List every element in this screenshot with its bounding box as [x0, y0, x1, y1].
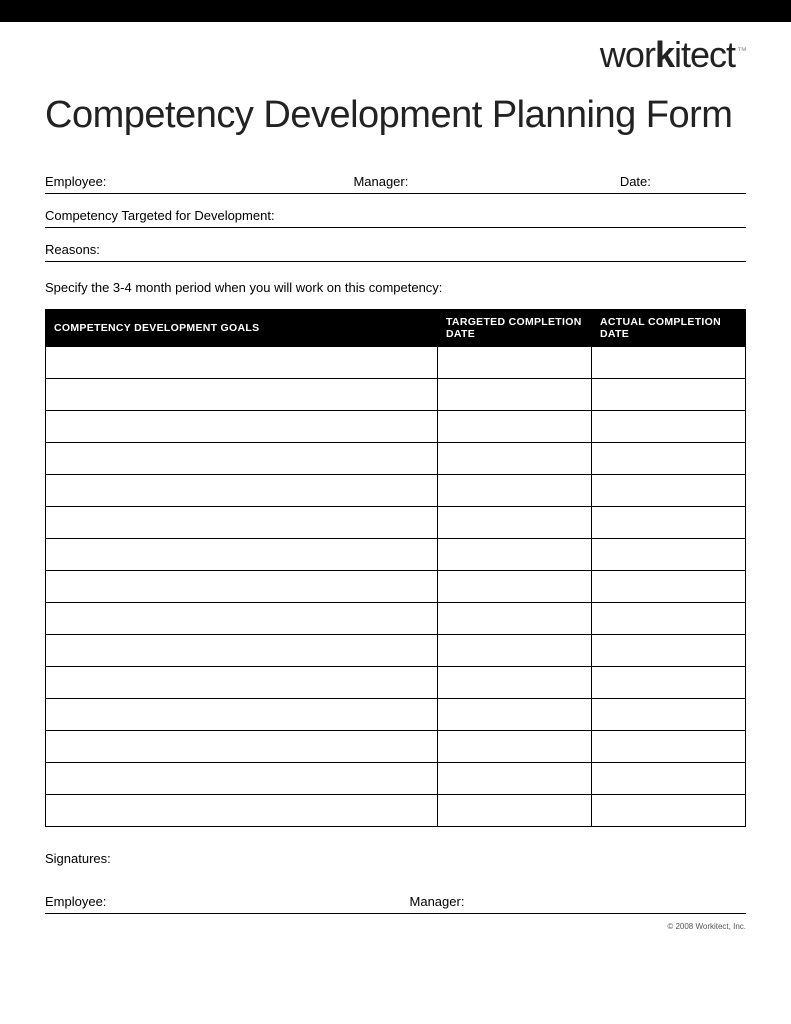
table-row [46, 410, 746, 442]
reasons-field[interactable]: Reasons: [45, 242, 746, 257]
table-cell[interactable] [592, 762, 746, 794]
table-cell[interactable] [592, 474, 746, 506]
table-cell[interactable] [592, 698, 746, 730]
table-cell[interactable] [46, 698, 438, 730]
table-row [46, 474, 746, 506]
page-content: workitect™ Competency Development Planni… [0, 34, 791, 961]
table-cell[interactable] [46, 538, 438, 570]
table-cell[interactable] [438, 506, 592, 538]
logo-part1: wor [600, 34, 655, 75]
table-row [46, 570, 746, 602]
copyright: © 2008 Workitect, Inc. [45, 922, 746, 931]
goals-table: COMPETENCY DEVELOPMENT GOALS TARGETED CO… [45, 309, 746, 827]
table-cell[interactable] [592, 666, 746, 698]
col-header-actual: ACTUAL COMPLETION DATE [592, 309, 746, 346]
signatures-label: Signatures: [45, 851, 746, 866]
table-cell[interactable] [438, 666, 592, 698]
logo-bold: k [655, 34, 674, 75]
table-cell[interactable] [46, 762, 438, 794]
table-cell[interactable] [46, 442, 438, 474]
table-cell[interactable] [438, 442, 592, 474]
table-cell[interactable] [438, 538, 592, 570]
table-cell[interactable] [438, 634, 592, 666]
table-cell[interactable] [46, 378, 438, 410]
table-cell[interactable] [46, 474, 438, 506]
competency-targeted-label: Competency Targeted for Development: [45, 208, 275, 223]
signature-employee-label: Employee: [45, 894, 106, 909]
field-row-2: Competency Targeted for Development: [45, 208, 746, 228]
table-row [46, 506, 746, 538]
manager-field[interactable]: Manager: [353, 174, 619, 189]
table-cell[interactable] [592, 410, 746, 442]
instruction-text: Specify the 3-4 month period when you wi… [45, 280, 746, 295]
table-cell[interactable] [438, 602, 592, 634]
table-row [46, 442, 746, 474]
table-cell[interactable] [592, 570, 746, 602]
table-cell[interactable] [592, 730, 746, 762]
signature-manager-field[interactable]: Manager: [410, 894, 746, 909]
logo-tm: ™ [737, 46, 746, 57]
signature-manager-label: Manager: [410, 894, 465, 909]
date-label: Date: [620, 174, 651, 189]
table-row [46, 346, 746, 378]
table-cell[interactable] [46, 634, 438, 666]
page-title: Competency Development Planning Form [45, 94, 746, 138]
table-cell[interactable] [592, 602, 746, 634]
table-row [46, 730, 746, 762]
table-row [46, 666, 746, 698]
table-cell[interactable] [46, 506, 438, 538]
table-cell[interactable] [592, 378, 746, 410]
table-cell[interactable] [592, 506, 746, 538]
table-cell[interactable] [46, 794, 438, 826]
table-row [46, 538, 746, 570]
signature-employee-field[interactable]: Employee: [45, 894, 410, 909]
top-bar [0, 0, 791, 22]
table-cell[interactable] [438, 346, 592, 378]
table-row [46, 634, 746, 666]
table-cell[interactable] [438, 378, 592, 410]
table-cell[interactable] [592, 794, 746, 826]
field-row-3: Reasons: [45, 242, 746, 262]
table-cell[interactable] [46, 410, 438, 442]
table-row [46, 378, 746, 410]
manager-label: Manager: [353, 174, 408, 189]
table-cell[interactable] [46, 602, 438, 634]
table-cell[interactable] [592, 346, 746, 378]
table-cell[interactable] [438, 794, 592, 826]
employee-field[interactable]: Employee: [45, 174, 353, 189]
table-cell[interactable] [438, 410, 592, 442]
table-cell[interactable] [46, 666, 438, 698]
table-cell[interactable] [438, 698, 592, 730]
table-cell[interactable] [46, 730, 438, 762]
table-cell[interactable] [592, 442, 746, 474]
table-row [46, 698, 746, 730]
field-row-1: Employee: Manager: Date: [45, 174, 746, 194]
logo-row: workitect™ [45, 34, 746, 76]
table-cell[interactable] [592, 634, 746, 666]
competency-targeted-field[interactable]: Competency Targeted for Development: [45, 208, 746, 223]
table-header-row: COMPETENCY DEVELOPMENT GOALS TARGETED CO… [46, 309, 746, 346]
table-cell[interactable] [46, 346, 438, 378]
table-cell[interactable] [438, 570, 592, 602]
table-cell[interactable] [438, 474, 592, 506]
logo: workitect™ [600, 34, 746, 75]
col-header-target: TARGETED COMPLETION DATE [438, 309, 592, 346]
date-field[interactable]: Date: [620, 174, 746, 189]
table-row [46, 602, 746, 634]
table-cell[interactable] [46, 570, 438, 602]
table-row [46, 762, 746, 794]
table-cell[interactable] [438, 762, 592, 794]
logo-part2: itect [674, 34, 735, 75]
signature-row: Employee: Manager: [45, 894, 746, 914]
reasons-label: Reasons: [45, 242, 100, 257]
table-row [46, 794, 746, 826]
employee-label: Employee: [45, 174, 106, 189]
col-header-goals: COMPETENCY DEVELOPMENT GOALS [46, 309, 438, 346]
table-cell[interactable] [592, 538, 746, 570]
table-cell[interactable] [438, 730, 592, 762]
